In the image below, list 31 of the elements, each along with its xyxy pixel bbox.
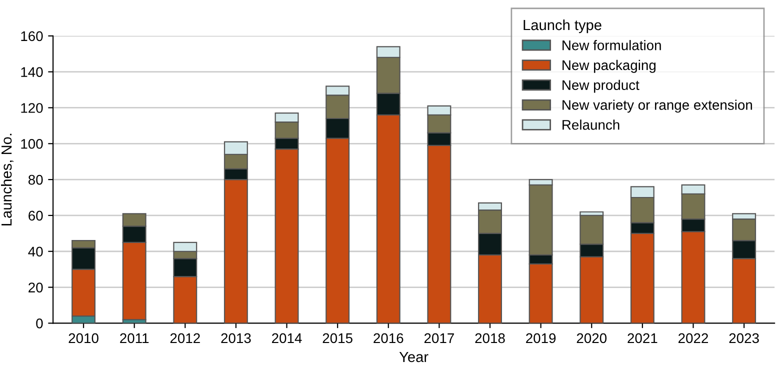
- y-tick-label: 100: [21, 138, 43, 149]
- x-tick-label: 2019: [526, 333, 556, 344]
- y-tick-label: 60: [28, 210, 43, 221]
- legend-title: Launch type: [524, 19, 602, 34]
- y-tick-label: 0: [36, 318, 43, 328]
- x-tick-label: 2010: [68, 333, 98, 344]
- x-tick-label: 2021: [628, 333, 658, 344]
- y-tick-label: 80: [28, 174, 43, 185]
- y-axis-title: Launches, No.: [0, 134, 14, 226]
- legend-label: New packaging: [562, 60, 656, 73]
- y-tick-label: 160: [21, 31, 43, 42]
- x-tick-label: 2023: [729, 333, 759, 344]
- x-tick-label: 2014: [272, 333, 302, 344]
- legend-label: Relaunch: [562, 120, 620, 130]
- y-tick-label: 20: [28, 282, 43, 292]
- x-tick-label: 2017: [424, 333, 454, 344]
- y-tick-label: 40: [28, 246, 43, 257]
- x-tick-label: 2012: [170, 333, 200, 344]
- x-tick-label: 2015: [322, 333, 352, 344]
- x-tick-label: 2018: [475, 333, 505, 344]
- legend-label: New formulation: [562, 40, 661, 50]
- x-tick-label: 2020: [576, 333, 607, 344]
- y-tick-label: 140: [21, 67, 43, 77]
- y-tick-label: 120: [21, 103, 43, 113]
- legend-label: New variety or range extension: [562, 100, 752, 113]
- legend-label: New product: [562, 80, 640, 93]
- x-axis-title: Year: [399, 352, 428, 362]
- x-tick-label: 2022: [678, 333, 708, 344]
- x-tick-label: 2013: [221, 333, 251, 344]
- x-tick-label: 2011: [120, 333, 149, 344]
- x-tick-label: 2016: [374, 333, 404, 344]
